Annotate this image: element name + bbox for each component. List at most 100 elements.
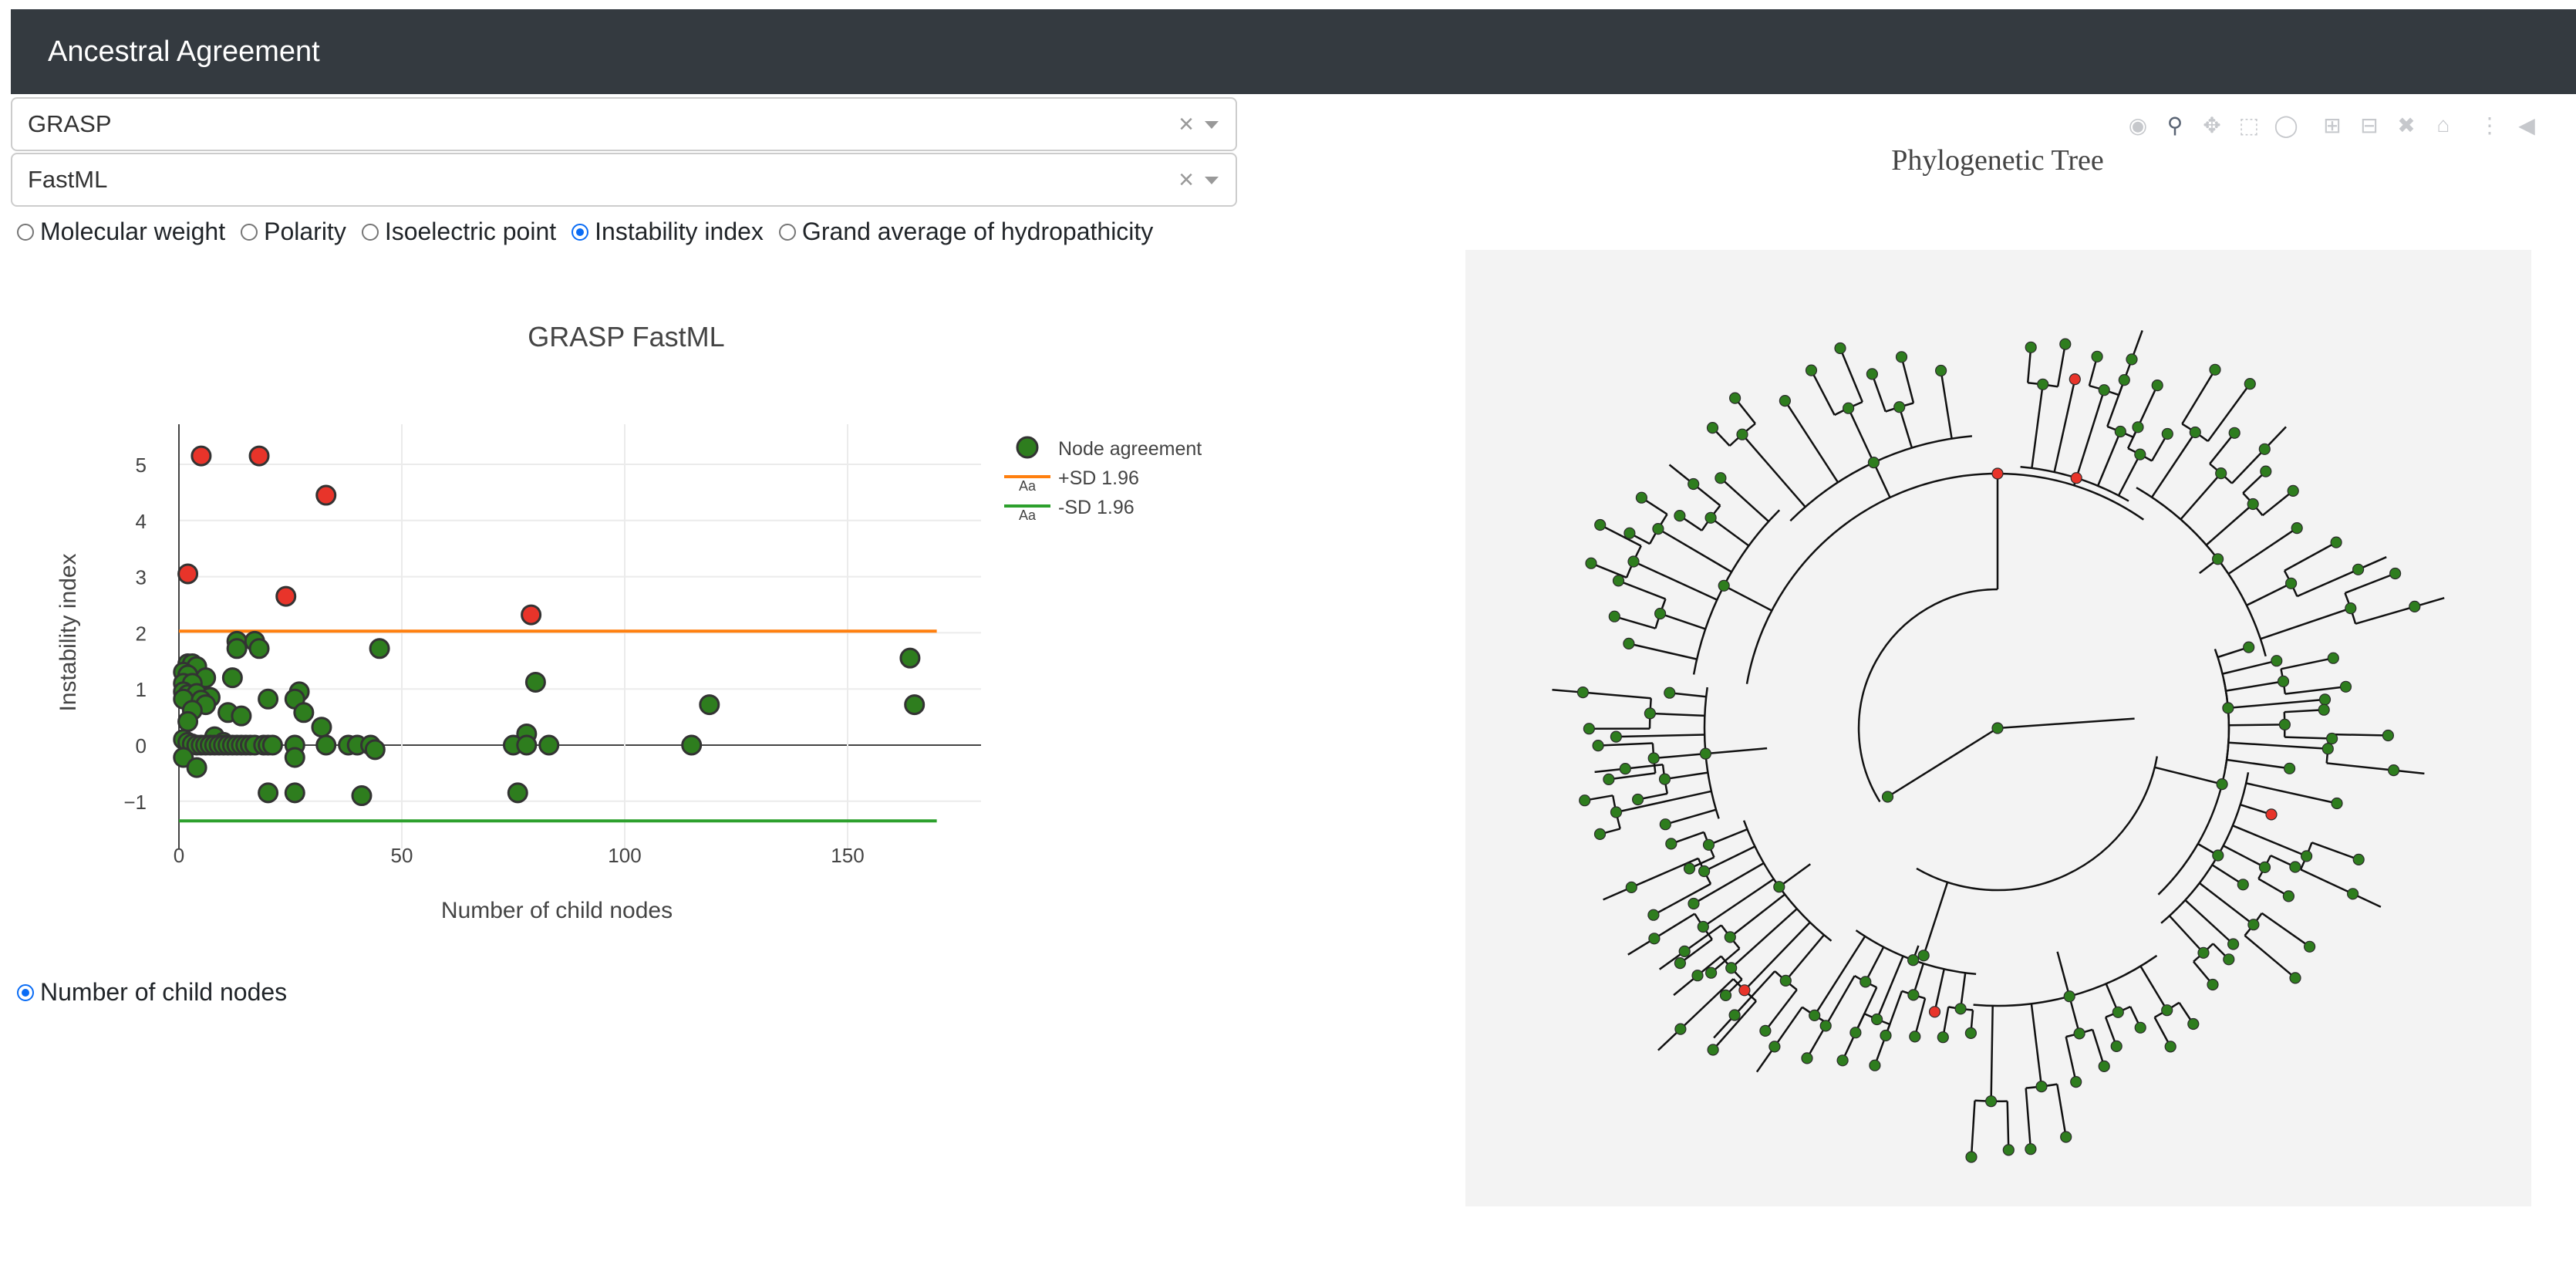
tree-node[interactable] [2244, 378, 2256, 390]
tree-node[interactable] [1665, 838, 1677, 850]
reset-icon[interactable]: ⌂ [2436, 113, 2450, 137]
tree-node[interactable] [2216, 778, 2228, 791]
tree-node[interactable] [2330, 536, 2342, 548]
tree-node[interactable] [2002, 1144, 2015, 1156]
radio-button[interactable] [17, 983, 34, 1001]
spike-icon[interactable]: ⋮ [2479, 113, 2500, 137]
tree-node[interactable] [1917, 950, 1930, 962]
tree-node[interactable] [2291, 522, 2303, 535]
tree-node[interactable] [2303, 940, 2316, 953]
tree-node[interactable] [1893, 401, 1906, 413]
tree-node[interactable] [2098, 1060, 2110, 1073]
tree-node[interactable] [2282, 890, 2295, 902]
box-select-icon[interactable]: ⬚ [2238, 113, 2260, 137]
tree-node[interactable] [1715, 472, 1727, 484]
tree-node[interactable] [2346, 888, 2359, 900]
tree-node[interactable] [1768, 1041, 1781, 1053]
tree-node[interactable] [1705, 966, 1718, 979]
tree-node[interactable] [1691, 970, 1704, 982]
tree-node[interactable] [2387, 764, 2400, 777]
tree-node[interactable] [2211, 553, 2224, 565]
tree-node[interactable] [1704, 511, 1717, 524]
tree-node[interactable] [2321, 743, 2334, 755]
method-select-1[interactable]: GRASP × [11, 97, 1237, 151]
tree-node[interactable] [2228, 427, 2241, 439]
tree-node[interactable] [2126, 353, 2138, 366]
tree-node[interactable] [1688, 477, 1700, 491]
tree-node[interactable] [2035, 1080, 2048, 1093]
tree-node[interactable] [1647, 752, 1660, 764]
tree-node[interactable] [1576, 686, 1589, 699]
tree-node[interactable] [1623, 527, 1636, 539]
tree-node[interactable] [2060, 1131, 2072, 1143]
data-point[interactable] [516, 734, 538, 756]
tree-node[interactable] [1860, 976, 1872, 988]
data-point[interactable] [315, 734, 337, 756]
tree-node[interactable] [1707, 1044, 1719, 1056]
tree-node[interactable] [1907, 954, 1920, 966]
chevron-down-icon[interactable] [1205, 177, 1219, 184]
tree-node[interactable] [1647, 909, 1660, 921]
tree-node[interactable] [2283, 762, 2296, 774]
data-point[interactable] [364, 739, 386, 761]
radio-button[interactable] [17, 223, 34, 241]
tree-node[interactable] [1603, 773, 1615, 786]
tree-node[interactable] [2223, 953, 2235, 966]
scatter-plot[interactable]: 5 4 3 2 1 0 −1 0 50 100 150 Number of ch… [0, 386, 1265, 956]
tree-node[interactable] [2215, 467, 2227, 480]
tree-node[interactable] [1674, 956, 1686, 970]
tree-node-disagree[interactable] [2070, 472, 2082, 484]
tree-node-disagree[interactable] [1991, 467, 2004, 480]
tree-node[interactable] [2207, 978, 2219, 991]
tree-node[interactable] [1610, 730, 1622, 743]
data-point[interactable] [284, 747, 305, 768]
tree-node[interactable] [2091, 350, 2103, 363]
tree-node[interactable] [1843, 402, 1855, 414]
tree-node[interactable] [1759, 1024, 1772, 1037]
data-point[interactable] [177, 710, 199, 732]
tree-node[interactable] [1627, 555, 1640, 568]
radio-polarity[interactable]: Polarity [241, 218, 346, 246]
data-point[interactable] [221, 667, 243, 689]
tree-node[interactable] [1579, 794, 1591, 807]
tree-node-disagree[interactable] [2265, 808, 2278, 821]
data-point[interactable] [191, 445, 212, 467]
data-point[interactable] [261, 734, 283, 756]
tree-node[interactable] [2114, 425, 2126, 438]
tree-node[interactable] [2161, 427, 2173, 440]
lasso-icon[interactable]: ◯ [2274, 113, 2298, 137]
data-point[interactable] [899, 647, 921, 669]
tree-node[interactable] [2222, 702, 2234, 714]
data-point[interactable] [293, 702, 315, 724]
data-point[interactable] [538, 734, 560, 756]
tree-node[interactable] [1801, 1052, 1813, 1064]
tree-node[interactable] [1664, 686, 1676, 699]
tree-node[interactable] [1674, 510, 1686, 522]
tree-node[interactable] [2227, 938, 2240, 950]
tree-node[interactable] [1718, 579, 1730, 592]
tree-node[interactable] [1964, 1027, 1978, 1040]
data-point[interactable] [177, 563, 199, 585]
radio-molecular-weight[interactable]: Molecular weight [17, 218, 225, 246]
zoom-out-icon[interactable]: ⊟ [2360, 113, 2379, 137]
tree-node[interactable] [1658, 773, 1671, 785]
tree-node[interactable] [1625, 881, 1637, 894]
tree-node[interactable] [1585, 557, 1597, 569]
tree-node[interactable] [2247, 919, 2260, 931]
tree-node[interactable] [1702, 838, 1715, 851]
tree-node[interactable] [2059, 338, 2072, 350]
tree-node[interactable] [2134, 448, 2146, 460]
tree-node[interactable] [2118, 374, 2130, 386]
tree-node[interactable] [2187, 1017, 2200, 1031]
tree-node[interactable] [1809, 1009, 1821, 1022]
tree-node[interactable] [1652, 523, 1664, 535]
tree-node[interactable] [2287, 484, 2299, 497]
radio-button[interactable] [361, 223, 379, 241]
tree-node[interactable] [1697, 920, 1709, 933]
zoom-in-icon[interactable]: ⊞ [2323, 113, 2342, 137]
tree-node[interactable] [1623, 637, 1635, 649]
tree-node[interactable] [2212, 849, 2224, 862]
tree-node[interactable] [2197, 946, 2210, 959]
tree-node[interactable] [2112, 1006, 2124, 1018]
radio-button[interactable] [778, 223, 796, 241]
